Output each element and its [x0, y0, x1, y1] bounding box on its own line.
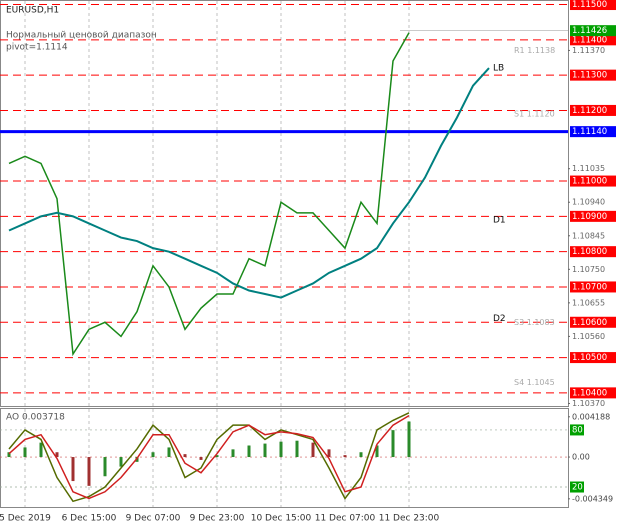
level-annotation: D2: [493, 314, 506, 324]
y-tick-label: 1.11035: [572, 164, 605, 173]
level-annotation: R1 1.1138: [514, 46, 555, 55]
level-annotation: D1: [493, 215, 506, 225]
last-price-label: 1.11426: [572, 26, 607, 36]
chart-title: EURUSD,H1: [6, 6, 59, 16]
series-line: [8, 415, 410, 500]
y2-tick-box: [570, 481, 584, 493]
y-tick-label: 1.10940: [572, 198, 605, 207]
level-label: 1.10500: [572, 353, 607, 363]
sub-frame: [0, 408, 569, 508]
level-annotation: S1 1.1120: [514, 109, 555, 118]
main-frame: [0, 0, 569, 407]
y-tick-label: 1.11370: [572, 46, 605, 55]
annotation: Нормальный ценовой диапазон: [6, 31, 157, 41]
level-box: [570, 352, 616, 364]
series-line: [8, 67, 490, 299]
x-tick-label: 11 Dec 07:00: [315, 514, 376, 524]
level-label: 1.10700: [572, 282, 607, 292]
y2-tick-label: 80: [572, 425, 583, 435]
y-tick-label: -0.004349: [572, 494, 613, 503]
level-box: [570, 387, 616, 399]
level-label: 1.11300: [572, 71, 607, 81]
level-annotation: S3 1.1083: [514, 318, 555, 327]
y-tick-label: 1.10750: [572, 265, 605, 274]
x-tick-label: 10 Dec 15:00: [251, 514, 312, 524]
pivot-label: 1.11140: [572, 127, 607, 137]
y-tick-label: 1.10655: [572, 298, 605, 307]
level-annotation: S4 1.1045: [514, 378, 555, 387]
level-annotation: LB: [493, 64, 504, 74]
sub-title: AO 0.003718: [6, 413, 65, 423]
level-box: [570, 104, 616, 116]
annotation: pivot=1.1114: [6, 43, 68, 53]
y-tick-label: 1.10845: [572, 231, 605, 240]
level-label: 1.10600: [572, 318, 607, 328]
level-box: [570, 0, 616, 11]
level-label: 1.10800: [572, 247, 607, 257]
last-price-box: [570, 25, 616, 37]
level-label: 1.11200: [572, 106, 607, 116]
level-box: [570, 210, 616, 222]
level-box: [570, 281, 616, 293]
level-box: [570, 246, 616, 258]
y-tick-label: 0.004188: [572, 412, 610, 421]
level-label: 1.11400: [572, 35, 607, 45]
level-box: [570, 175, 616, 187]
level-box: [570, 69, 616, 81]
pivot-box: [570, 126, 616, 138]
level-label: 1.10400: [572, 388, 607, 398]
level-label: 1.10900: [572, 212, 607, 222]
x-tick-label: 6 Dec 15:00: [62, 514, 117, 524]
series-line: [8, 32, 410, 357]
x-tick-label: 5 Dec 2019: [0, 514, 51, 524]
x-tick-label: 9 Dec 07:00: [126, 514, 181, 524]
y-tick-label: 0.00: [572, 453, 590, 462]
y-tick-label: 1.10370: [572, 399, 605, 408]
series-line: [8, 412, 410, 503]
x-tick-label: 9 Dec 23:00: [190, 514, 245, 524]
x-tick-label: 11 Dec 23:00: [379, 514, 440, 524]
level-box: [570, 316, 616, 328]
level-label: 1.11500: [572, 0, 607, 10]
level-label: 1.11000: [572, 177, 607, 187]
level-box: [570, 34, 616, 46]
y2-tick-label: 20: [572, 483, 583, 493]
y2-tick-box: [570, 424, 584, 436]
y-tick-label: 1.10560: [572, 332, 605, 341]
